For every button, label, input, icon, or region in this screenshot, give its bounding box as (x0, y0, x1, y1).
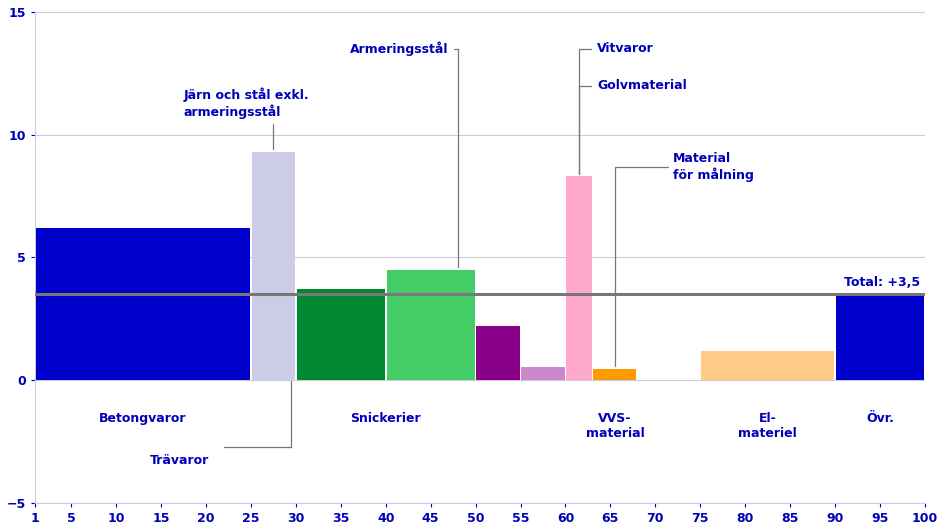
Bar (476, 326, 519, 380)
Text: Övr.: Övr. (865, 412, 893, 425)
Text: Golvmaterial: Golvmaterial (579, 79, 686, 173)
Bar (565, 177, 591, 380)
Text: El-
materiel: El- materiel (737, 412, 796, 440)
Bar (835, 294, 923, 380)
Bar (296, 289, 384, 380)
Text: VVS-
material: VVS- material (585, 412, 644, 440)
Bar (36, 228, 250, 380)
Bar (386, 270, 474, 380)
Bar (521, 367, 564, 380)
Bar (700, 351, 834, 380)
Text: Trävaror: Trävaror (149, 454, 209, 467)
Text: Järn och stål exkl.
armeringsstål: Järn och stål exkl. armeringsstål (183, 87, 309, 149)
Text: Total: +3,5: Total: +3,5 (843, 277, 919, 289)
Text: Armeringsstål: Armeringsstål (349, 41, 457, 267)
Text: Vitvaror: Vitvaror (579, 42, 653, 173)
Text: Betongvaror: Betongvaror (99, 412, 187, 425)
Bar (593, 369, 635, 380)
Text: Snickerier: Snickerier (350, 412, 421, 425)
Bar (251, 152, 295, 380)
Text: Material
för målning: Material för målning (615, 152, 753, 367)
